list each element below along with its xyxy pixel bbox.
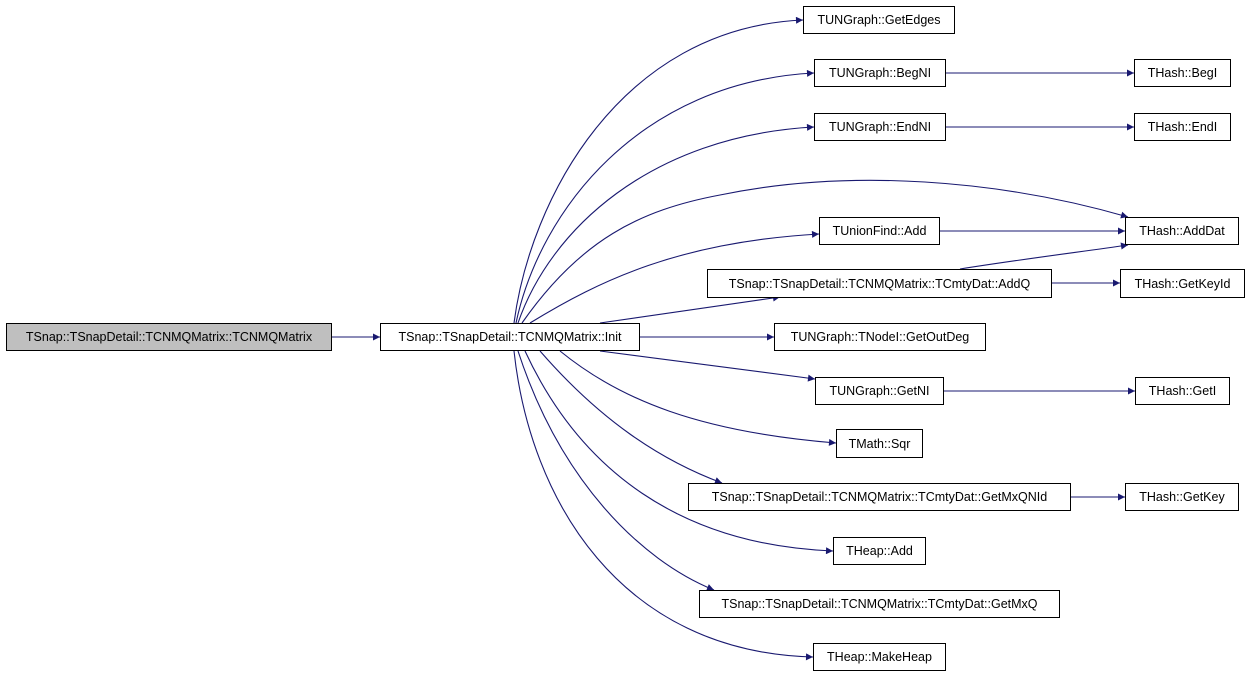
node-get-ni[interactable]: TUNGraph::GetNI [815,377,944,405]
node-hash-get-key[interactable]: THash::GetKey [1125,483,1239,511]
node-end-ni[interactable]: TUNGraph::EndNI [814,113,946,141]
edge-init-make-heap [513,350,814,661]
edge-init-union-find-add [529,230,820,324]
edge-init-heap-add [524,350,834,555]
node-hash-beg-i[interactable]: THash::BegI [1134,59,1231,87]
node-get-out-deg[interactable]: TUNGraph::TNodeI::GetOutDeg [774,323,986,351]
node-get-mx-qn-id[interactable]: TSnap::TSnapDetail::TCNMQMatrix::TCmtyDa… [688,483,1071,511]
node-hash-end-i[interactable]: THash::EndI [1134,113,1231,141]
node-union-find-add[interactable]: TUnionFind::Add [819,217,940,245]
node-add-q[interactable]: TSnap::TSnapDetail::TCNMQMatrix::TCmtyDa… [707,269,1052,298]
edge-init-add-q [599,294,781,324]
edge-init-get-mx-qn-id [539,350,723,484]
node-hash-get-key-id[interactable]: THash::GetKeyId [1120,269,1245,298]
node-init[interactable]: TSnap::TSnapDetail::TCNMQMatrix::Init [380,323,640,351]
node-heap-add[interactable]: THeap::Add [833,537,926,565]
edge-init-get-edges [513,16,804,324]
edge-init-beg-ni [515,69,815,324]
edge-init-end-ni [517,123,815,324]
node-root[interactable]: TSnap::TSnapDetail::TCNMQMatrix::TCNMQMa… [6,323,332,351]
edge-init-get-mx-q [517,350,715,591]
edge-init-get-ni [599,350,816,382]
node-beg-ni[interactable]: TUNGraph::BegNI [814,59,946,87]
edge-init-sqr [559,350,837,446]
edge-add-q-add-dat [959,242,1129,270]
node-get-edges[interactable]: TUNGraph::GetEdges [803,6,955,34]
edge-init-add-dat [521,179,1129,324]
node-get-mx-q[interactable]: TSnap::TSnapDetail::TCNMQMatrix::TCmtyDa… [699,590,1060,618]
node-make-heap[interactable]: THeap::MakeHeap [813,643,946,671]
node-hash-add-dat[interactable]: THash::AddDat [1125,217,1239,245]
node-hash-get-i[interactable]: THash::GetI [1135,377,1230,405]
node-sqr[interactable]: TMath::Sqr [836,429,923,458]
